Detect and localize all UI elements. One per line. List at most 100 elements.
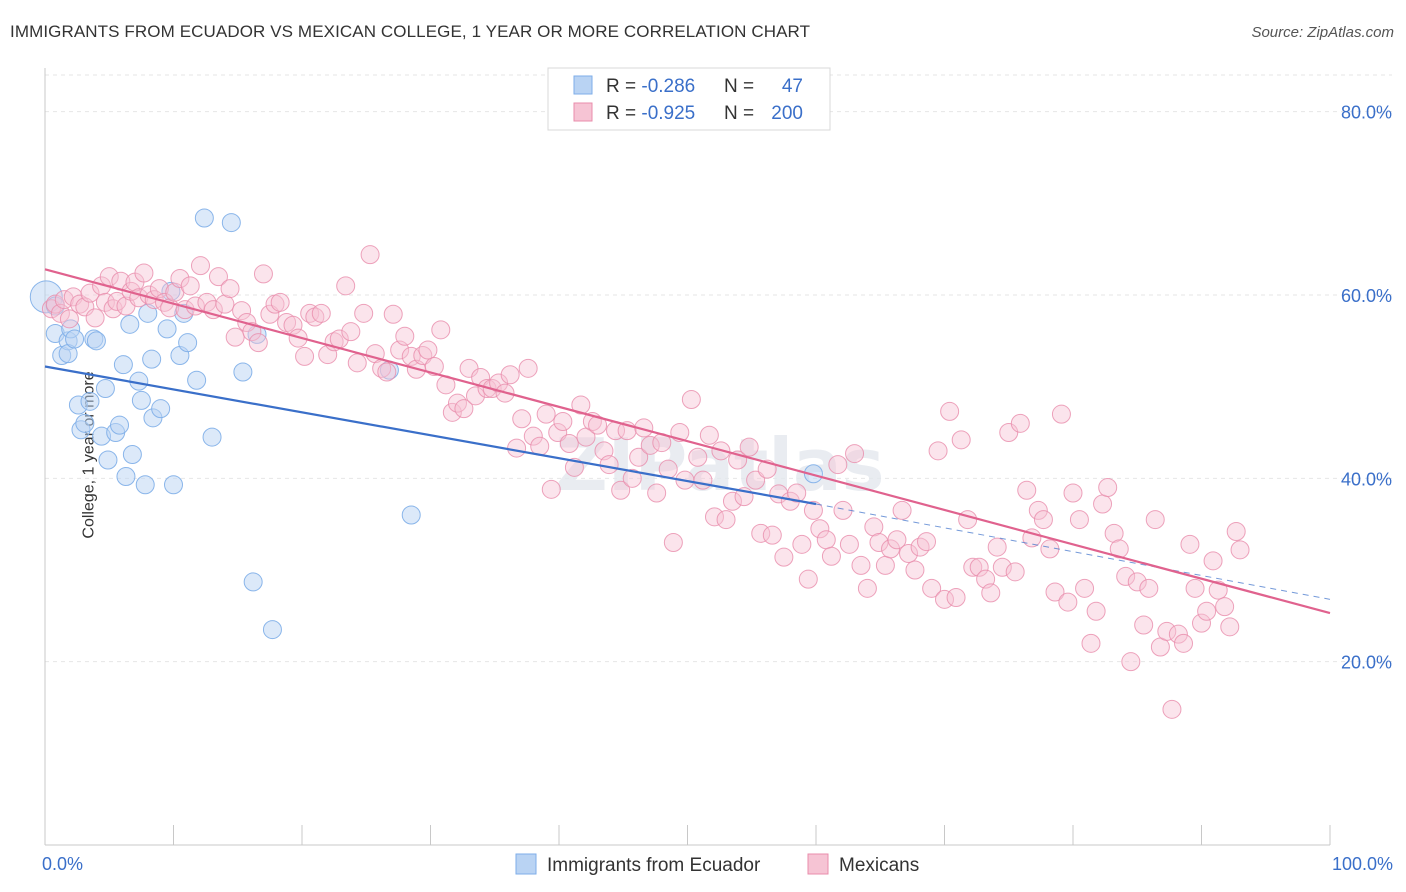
data-point-mexicans bbox=[1134, 615, 1154, 635]
data-point-mexicans bbox=[1203, 551, 1223, 571]
data-point-mexicans bbox=[107, 291, 127, 311]
svg-text:N =: N = bbox=[724, 103, 754, 124]
legend-r-value-blue: -0.286 bbox=[641, 76, 695, 97]
data-point-mexicans bbox=[1045, 582, 1065, 602]
data-point-mexicans bbox=[992, 557, 1012, 577]
data-point-mexicans bbox=[541, 479, 561, 499]
data-point-mexicans bbox=[739, 437, 759, 457]
data-point-mexicans bbox=[828, 455, 848, 475]
data-point-mexicans bbox=[688, 447, 708, 467]
data-point-mexicans bbox=[1086, 601, 1106, 621]
data-point-mexicans bbox=[981, 583, 1001, 603]
data-point-mexicans bbox=[887, 530, 907, 550]
legend-r-value-pink: -0.925 bbox=[641, 103, 695, 124]
data-point-mexicans bbox=[1093, 494, 1113, 514]
data-point-mexicans bbox=[1116, 566, 1136, 586]
data-point-mexicans bbox=[922, 578, 942, 598]
data-point-mexicans bbox=[311, 303, 331, 323]
legend-swatch-ecuador bbox=[515, 853, 537, 875]
data-point-ecuador bbox=[243, 572, 263, 592]
data-point-mexicans bbox=[1104, 523, 1124, 543]
data-point-mexicans bbox=[220, 279, 240, 299]
data-point-mexicans bbox=[875, 555, 895, 575]
tick-labels: 20.0% 40.0% 60.0% 80.0% 0.0% 100.0% bbox=[42, 103, 1393, 874]
legend-n-value-pink: 200 bbox=[771, 103, 803, 124]
data-point-mexicans bbox=[1033, 510, 1053, 530]
data-point-mexicans bbox=[536, 404, 556, 424]
data-point-ecuador bbox=[803, 464, 823, 484]
data-point-mexicans bbox=[454, 399, 474, 419]
data-point-mexicans bbox=[640, 435, 660, 455]
data-point-ecuador bbox=[113, 355, 133, 375]
data-point-ecuador bbox=[65, 329, 85, 349]
data-point-mexicans bbox=[208, 267, 228, 287]
data-point-mexicans bbox=[1075, 578, 1095, 598]
svg-text:R = -0.286: R = -0.286 bbox=[606, 76, 695, 97]
trend-line-mexicans bbox=[44, 268, 1331, 615]
data-point-ecuador bbox=[194, 208, 214, 228]
data-point-mexicans bbox=[1098, 478, 1118, 497]
data-point-ecuador bbox=[75, 413, 95, 433]
data-point-mexicans bbox=[1005, 562, 1025, 582]
data-point-mexicans bbox=[1028, 500, 1048, 520]
data-point-mexicans bbox=[1109, 539, 1129, 559]
data-point-mexicans bbox=[1069, 510, 1089, 530]
source-note: Source: ZipAtlas.com bbox=[1251, 24, 1394, 41]
data-point-mexicans bbox=[910, 537, 930, 557]
trend-line-ecuador bbox=[44, 365, 817, 506]
data-point-mexicans bbox=[225, 327, 245, 347]
data-point-ecuador bbox=[95, 379, 115, 398]
data-point-mexicans bbox=[341, 322, 361, 342]
data-point-mexicans bbox=[647, 483, 667, 503]
data-point-mexicans bbox=[242, 322, 262, 342]
data-point-mexicans bbox=[792, 534, 812, 554]
data-point-mexicans bbox=[1174, 633, 1194, 653]
data-point-mexicans bbox=[1220, 617, 1240, 637]
data-point-mexicans bbox=[336, 276, 356, 296]
data-point-mexicans bbox=[553, 412, 573, 431]
legend-box: R = -0.286 N = 47 R = -0.925 N = 200 bbox=[547, 67, 831, 131]
data-point-mexicans bbox=[1051, 404, 1071, 424]
data-point-mexicans bbox=[1063, 483, 1083, 503]
data-point-mexicans bbox=[1139, 578, 1159, 598]
data-point-mexicans bbox=[940, 401, 960, 421]
data-point-mexicans bbox=[946, 588, 966, 607]
legend-label-ecuador: Immigrants from Ecuador bbox=[547, 855, 761, 876]
data-point-mexicans bbox=[465, 386, 485, 406]
data-point-mexicans bbox=[1010, 413, 1030, 433]
data-point-mexicans bbox=[413, 346, 433, 365]
data-point-mexicans bbox=[987, 537, 1007, 557]
data-point-mexicans bbox=[424, 357, 444, 376]
y-tick-label: 80.0% bbox=[1341, 103, 1392, 123]
data-point-mexicans bbox=[1230, 540, 1250, 560]
data-point-mexicans bbox=[507, 438, 527, 458]
data-point-ecuador bbox=[178, 333, 198, 353]
data-point-mexicans bbox=[716, 510, 736, 530]
data-point-mexicans bbox=[693, 470, 713, 490]
data-point-mexicans bbox=[1145, 510, 1165, 530]
data-point-mexicans bbox=[1157, 621, 1177, 641]
data-point-mexicans bbox=[248, 333, 268, 353]
data-point-ecuador bbox=[221, 213, 241, 233]
data-point-ecuador bbox=[135, 475, 155, 495]
data-point-ecuador bbox=[116, 467, 136, 486]
data-point-ecuador bbox=[202, 427, 222, 447]
data-point-mexicans bbox=[383, 304, 403, 324]
data-point-mexicans bbox=[1208, 580, 1228, 600]
data-point-mexicans bbox=[1017, 480, 1037, 500]
data-point-mexicans bbox=[1168, 624, 1188, 644]
data-point-mexicans bbox=[253, 264, 273, 284]
data-point-mexicans bbox=[59, 309, 79, 329]
data-point-mexicans bbox=[611, 480, 631, 500]
data-point-mexicans bbox=[347, 353, 367, 373]
data-point-mexicans bbox=[45, 294, 65, 314]
data-point-mexicans bbox=[905, 560, 925, 580]
y-tick-label: 40.0% bbox=[1341, 469, 1392, 489]
data-point-mexicans bbox=[774, 547, 794, 567]
legend-r-label-blue: R = bbox=[606, 76, 641, 97]
data-point-ecuador bbox=[401, 505, 421, 525]
data-point-mexicans bbox=[518, 358, 538, 378]
data-point-mexicans bbox=[892, 500, 912, 520]
data-point-mexicans bbox=[442, 402, 462, 422]
data-point-mexicans bbox=[839, 534, 859, 554]
